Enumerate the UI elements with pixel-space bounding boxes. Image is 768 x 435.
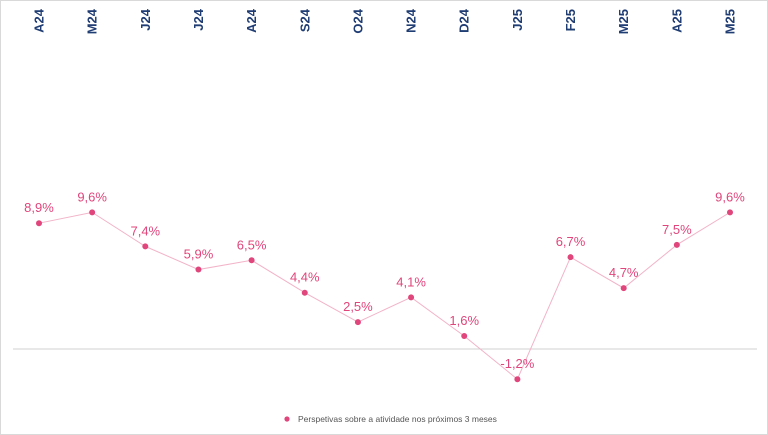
category-label: A25: [669, 9, 684, 33]
data-point: [195, 266, 202, 273]
category-label: O24: [350, 8, 365, 33]
series-line: [38, 211, 731, 381]
data-label: 7,5%: [662, 222, 692, 237]
legend-marker: [284, 416, 290, 422]
data-point: [36, 220, 42, 227]
data-label: 2,5%: [343, 299, 373, 314]
data-label: 6,5%: [237, 237, 267, 252]
data-label: 7,4%: [130, 223, 160, 238]
category-label: J24: [191, 8, 206, 30]
data-labels: 8,9% 9,6% 7,4% 5,9% 6,5% 4,4% 2,5% 4,1% 1,6% -1,2…: [24, 189, 745, 371]
category-label: S24: [297, 8, 312, 32]
data-label: 8,9%: [24, 200, 54, 215]
data-point: [248, 257, 255, 264]
category-label: F25: [563, 9, 578, 31]
data-point: [142, 243, 149, 250]
data-label: -1,2%: [500, 356, 534, 371]
data-label: 4,4%: [290, 270, 320, 285]
category-label: M25: [723, 9, 738, 34]
category-label: A24: [32, 8, 47, 33]
category-label: A24: [244, 8, 259, 33]
data-point: [301, 289, 308, 296]
data-label: 1,6%: [449, 313, 479, 328]
data-label: 9,6%: [715, 189, 745, 204]
data-label: 4,7%: [609, 265, 639, 280]
data-point: [567, 254, 574, 261]
data-label: 5,9%: [184, 247, 214, 262]
category-axis-labels: A24 M24 J24 J24 A24 S24 O24 N24 D24 J25 F25 M25 A25 M…: [32, 8, 738, 34]
category-label: J24: [138, 8, 153, 30]
category-label: M25: [616, 9, 631, 34]
legend: Perspetivas sobre a atividade nos próxim…: [284, 414, 497, 424]
data-point: [727, 209, 733, 216]
legend-label: Perspetivas sobre a atividade nos próxim…: [298, 414, 497, 424]
data-point: [89, 209, 96, 216]
data-label: 6,7%: [556, 234, 586, 249]
data-point: [354, 319, 361, 326]
data-point: [620, 285, 627, 292]
data-point: [514, 376, 521, 383]
data-label: 9,6%: [77, 189, 107, 204]
data-points: [36, 209, 733, 383]
category-label: N24: [404, 8, 419, 33]
data-point: [408, 294, 415, 301]
data-label: 4,1%: [396, 274, 426, 289]
category-label: D24: [457, 8, 472, 33]
category-label: J25: [510, 9, 525, 31]
data-point: [461, 332, 468, 339]
category-label: M24: [85, 8, 100, 34]
data-point: [673, 241, 680, 248]
